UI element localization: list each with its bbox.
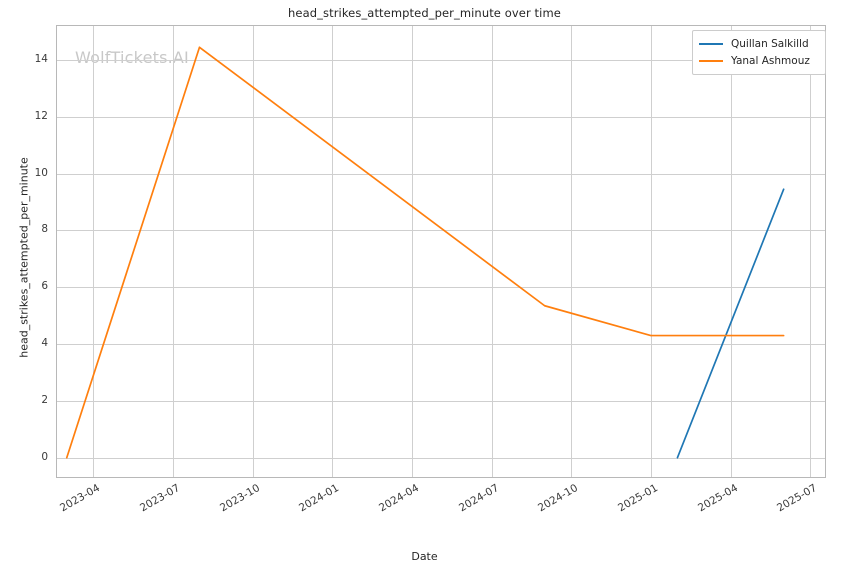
chart-legend: Quillan Salkilld Yanal Ashmouz — [692, 30, 826, 75]
gridline-vertical — [810, 26, 811, 477]
x-tick-label: 2023-10 — [217, 482, 262, 515]
gridline-vertical — [571, 26, 572, 477]
x-tick-label: 2024-07 — [456, 482, 501, 515]
y-tick-label: 12 — [34, 109, 48, 122]
series-line — [676, 188, 785, 459]
gridline-vertical — [731, 26, 732, 477]
gridline-horizontal — [57, 117, 825, 118]
gridline-vertical — [253, 26, 254, 477]
y-axis-label: head_strikes_attempted_per_minute — [17, 157, 31, 358]
y-tick-label: 6 — [41, 280, 48, 293]
gridline-vertical — [332, 26, 333, 477]
x-axis-label: Date — [411, 550, 438, 563]
gridline-horizontal — [57, 287, 825, 288]
x-tick-label: 2025-07 — [775, 482, 820, 515]
gridline-vertical — [412, 26, 413, 477]
gridline-horizontal — [57, 230, 825, 231]
x-axis-ticks: 2023-04 2023-07 2023-10 2024-01 2024-04 2024-… — [56, 478, 826, 548]
y-tick-label: 0 — [41, 450, 48, 463]
gridline-horizontal — [57, 401, 825, 402]
y-tick-label: 4 — [41, 337, 48, 350]
x-tick-label: 2024-10 — [536, 482, 581, 515]
y-tick-label: 14 — [34, 53, 48, 66]
gridline-vertical — [492, 26, 493, 477]
gridline-vertical — [173, 26, 174, 477]
x-tick-label: 2024-01 — [297, 482, 342, 515]
x-tick-label: 2023-04 — [58, 482, 103, 515]
gridline-horizontal — [57, 458, 825, 459]
gridline-vertical — [93, 26, 94, 477]
gridline-horizontal — [57, 344, 825, 345]
series-line — [65, 46, 785, 459]
gridline-vertical — [651, 26, 652, 477]
x-tick-label: 2024-04 — [376, 482, 421, 515]
legend-item[interactable]: Quillan Salkilld — [699, 35, 819, 52]
series-lines — [65, 46, 785, 459]
legend-label: Yanal Ashmouz — [731, 54, 810, 67]
x-tick-label: 2025-01 — [615, 482, 660, 515]
y-tick-label: 8 — [41, 223, 48, 236]
y-tick-label: 2 — [41, 393, 48, 406]
legend-label: Quillan Salkilld — [731, 37, 809, 50]
y-axis-ticks: 0 2 4 6 8 10 12 14 — [0, 25, 48, 478]
gridline-horizontal — [57, 174, 825, 175]
legend-color-swatch — [699, 59, 723, 62]
gridline-horizontal — [57, 60, 825, 61]
chart-title: head_strikes_attempted_per_minute over t… — [288, 6, 561, 20]
y-tick-label: 10 — [34, 166, 48, 179]
legend-item[interactable]: Yanal Ashmouz — [699, 52, 819, 69]
plot-area: WolfTickets.AI — [56, 25, 826, 478]
x-tick-label: 2025-04 — [695, 482, 740, 515]
legend-color-swatch — [699, 42, 723, 45]
x-tick-label: 2023-07 — [137, 482, 182, 515]
